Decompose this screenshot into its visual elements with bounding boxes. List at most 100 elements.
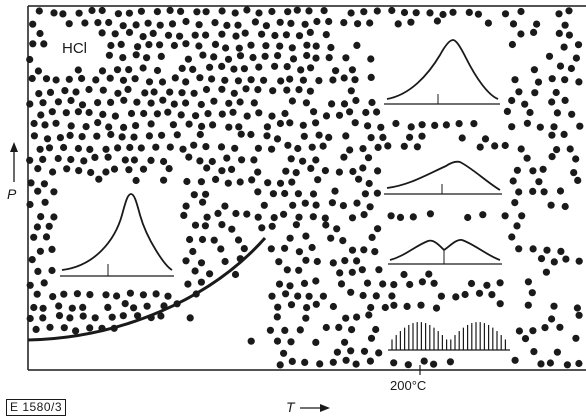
molecule-dot [254,213,262,221]
molecule-dot [303,41,311,49]
molecule-dot [182,257,190,265]
molecule-dot [503,107,511,115]
molecule-dot [314,176,322,184]
molecule-dot [355,175,363,183]
molecule-dot [107,130,115,139]
molecule-dot [518,212,526,220]
molecule-dot [217,245,225,253]
molecule-dot [425,270,433,278]
molecule-dot [274,52,282,60]
molecule-dot [224,55,233,63]
molecule-dot [329,358,337,366]
molecule-dot [37,111,45,119]
molecule-dot [255,63,263,71]
molecule-dot [561,21,569,29]
molecule-dot [329,302,337,311]
molecule-dot [400,8,409,17]
molecule-dot [374,225,382,233]
molecule-dot [455,120,463,128]
molecule-dot [182,202,190,210]
molecule-dot [545,52,554,60]
molecule-dot [268,292,276,300]
molecule-dot [212,175,220,183]
molecule-dot [322,221,330,229]
molecule-dot [574,176,582,184]
spectrum-inset-moderate-gas [382,152,502,202]
molecule-dot [319,292,327,300]
rotational-line-comb [391,322,506,350]
molecule-dot [196,157,204,165]
molecule-dot [268,7,276,16]
molecule-dot [141,89,149,97]
molecule-dot [312,119,320,127]
molecule-dot [534,78,543,86]
molecule-dot [339,202,347,210]
molecule-dot [574,41,583,49]
molecule-dot [117,40,125,49]
molecule-dot [346,108,354,116]
molecule-dot [509,20,518,28]
molecule-dot [535,178,543,186]
molecule-dot [130,133,138,141]
molecule-dot [548,315,556,323]
molecule-dot [553,348,562,356]
molecule-dot [236,178,244,186]
molecule-dot [145,78,154,86]
molecule-dot [50,213,58,221]
molecule-dot [228,165,236,173]
molecule-dot [359,164,367,172]
molecule-dot [312,156,320,164]
molecule-dot [49,168,57,176]
molecule-dot [121,300,129,308]
molecule-dot [165,165,173,173]
molecule-dot [156,41,164,49]
molecule-dot [287,19,295,27]
molecule-dot [365,311,373,319]
molecule-dot [364,122,372,130]
molecule-dot [461,290,469,299]
molecule-dot [431,121,439,129]
molecule-dot [182,99,190,107]
temperature-label: 200°C [390,378,427,393]
molecule-dot [189,247,197,256]
molecule-dot [281,109,289,118]
molecule-dot [33,290,41,298]
molecule-dot [164,31,173,39]
molecule-dot [303,304,311,312]
molecule-dot [150,88,158,96]
molecule-dot [48,266,56,275]
molecule-dot [202,85,211,94]
molecule-dot [426,9,434,17]
molecule-dot [166,6,174,14]
molecule-dot [348,326,356,334]
molecule-dot [368,233,376,241]
molecule-dot [268,222,276,230]
molecule-dot [433,17,441,25]
molecule-dot [325,133,333,141]
molecule-dot [517,7,525,16]
molecule-dot [479,211,487,219]
molecule-dot [67,122,75,130]
molecule-dot [195,21,203,29]
molecule-dot [407,123,415,131]
molecule-dot [348,214,357,222]
molecule-dot [247,76,255,84]
molecule-dot [269,87,277,95]
molecule-dot [240,245,248,253]
molecule-dot [515,88,523,96]
molecule-dot [55,312,64,320]
molecule-dot [542,268,551,276]
molecule-dot [521,335,530,343]
molecule-dot [35,7,43,15]
molecule-dot [250,99,258,107]
molecule-dot [137,144,145,152]
molecule-dot [340,153,348,161]
molecule-dot [568,110,576,118]
molecule-dot [43,135,52,143]
molecule-dot [66,131,74,139]
molecule-dot [341,338,349,346]
molecule-dot [231,144,239,152]
molecule-dot [277,77,285,85]
molecule-dot [286,119,294,127]
